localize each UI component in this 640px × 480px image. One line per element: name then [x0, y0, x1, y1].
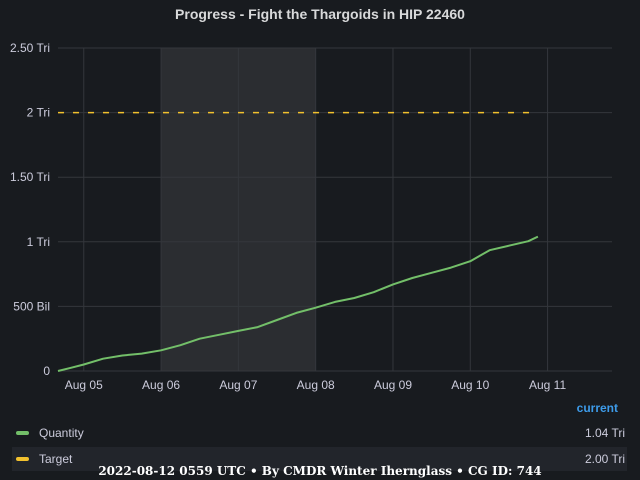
legend-item-quantity[interactable]: Quantity 1.04 Tri — [12, 421, 627, 445]
x-tick-label: Aug 10 — [451, 378, 489, 392]
legend-value: 2.00 Tri — [584, 452, 625, 466]
chart-title: Progress - Fight the Thargoids in HIP 22… — [175, 6, 465, 22]
legend-label: Quantity — [39, 426, 84, 440]
legend-header-current[interactable]: current — [576, 401, 618, 415]
series-line-quantity — [57, 235, 539, 372]
grid-lines — [58, 47, 612, 372]
x-tick-label: Aug 08 — [297, 378, 335, 392]
line-chart: 0 500 Bil 1 Tri 1.50 Tri 2 Tri 2.50 Tri Aug 0… — [10, 41, 612, 392]
footer-caption: 2022-08-12 0559 UTC • By CMDR Winter Ihe… — [98, 464, 542, 478]
y-tick-label: 2.50 Tri — [10, 41, 50, 55]
legend-item-target[interactable]: Target 2.00 Tri — [12, 447, 627, 471]
y-tick-label: 500 Bil — [13, 299, 50, 313]
x-tick-label: Aug 11 — [529, 378, 566, 392]
x-tick-label: Aug 07 — [219, 378, 257, 392]
y-tick-label: 2 Tri — [27, 106, 50, 120]
series-layer — [57, 111, 539, 372]
y-tick-label: 1.50 Tri — [10, 170, 50, 184]
legend-value: 1.04 Tri — [584, 426, 625, 440]
quantity-swatch-icon — [16, 431, 29, 435]
y-axis: 0 500 Bil 1 Tri 1.50 Tri 2 Tri 2.50 Tri — [10, 41, 50, 378]
legend-label: Target — [39, 452, 73, 466]
x-tick-label: Aug 06 — [142, 378, 180, 392]
x-tick-label: Aug 05 — [65, 378, 103, 392]
x-axis: Aug 05 Aug 06 Aug 07 Aug 08 Aug 09 Aug 10 Aug … — [65, 378, 567, 392]
y-tick-label: 1 Tri — [27, 235, 50, 249]
y-tick-label: 0 — [43, 364, 50, 378]
target-swatch-icon — [16, 457, 29, 461]
x-tick-label: Aug 09 — [374, 378, 412, 392]
